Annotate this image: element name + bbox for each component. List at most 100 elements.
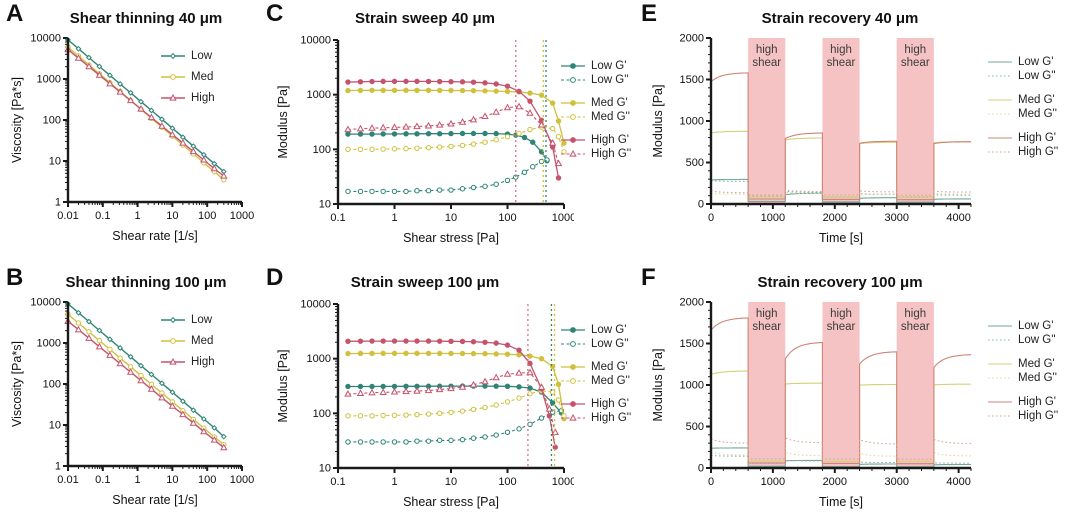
legend-group: High G' High G''	[987, 132, 1058, 158]
y-tick-label: 1	[55, 197, 61, 209]
legend-item-high-gpp: High G''	[560, 412, 631, 424]
x-tick-label: 1	[135, 210, 141, 222]
panel-f: F Strain recovery 100 μm high shear high sh…	[635, 264, 1080, 529]
legend-swatch-low-gp	[988, 325, 1012, 327]
markers-med-gpp	[345, 388, 567, 419]
x-tick-label: 0	[708, 212, 714, 224]
chart-strain-sweep-40um: 0.1 1 10 100 1000 10 100 1000 10000 Shear stress …	[276, 35, 574, 246]
legend-swatch-high-gp	[561, 401, 585, 407]
series-low-gp	[711, 447, 971, 468]
legend-panel-f: Low G' Low G'' Med G' Med G'' High G' High G'…	[987, 320, 1058, 422]
legend-swatch-low	[161, 316, 185, 324]
legend-swatch-med-gpp	[561, 378, 585, 384]
legend-item-med-gpp: Med G''	[987, 108, 1058, 120]
legend-panel-c: Low G' Low G'' Med G' Med G'' High G' High G'…	[560, 60, 631, 160]
y-tick-label: 10000	[300, 35, 331, 47]
legend-item-low-gp: Low G'	[560, 60, 631, 72]
high-shear-band	[822, 38, 860, 204]
high-shear-label: shear	[752, 57, 781, 69]
x-axis-label: Shear stress [Pa]	[403, 495, 499, 509]
series-high-gp	[347, 340, 556, 448]
series-high-gpp	[347, 106, 560, 164]
high-shear-band	[896, 38, 934, 204]
legend-item-high: High	[160, 356, 215, 368]
legend-label: Low G'	[591, 60, 627, 72]
markers-med-gp	[345, 350, 567, 422]
legend-panel-a: Low Med High	[160, 50, 215, 104]
y-tick-label: 500	[686, 421, 704, 433]
x-tick-label: 0.1	[95, 474, 110, 486]
x-tick-label: 4000	[946, 476, 970, 488]
markers-low-gpp	[345, 157, 550, 195]
high-shear-label: high	[830, 44, 852, 56]
panel-a: A Shear thinning 40 μm 0.01 0.1 1 10 100 1000…	[0, 0, 260, 264]
high-shear-band	[748, 302, 786, 468]
x-tick-label: 3000	[884, 212, 908, 224]
y-tick-label: 1000	[37, 338, 61, 350]
x-tick-label: 0.1	[95, 210, 110, 222]
markers-med-gp	[345, 87, 567, 146]
high-shear-label: high	[830, 308, 852, 320]
x-tick-label: 4000	[946, 212, 970, 224]
legend-label: Med G'	[1018, 358, 1055, 370]
panel-a-title: Shear thinning 40 μm	[69, 10, 223, 27]
x-tick-label: 10	[166, 474, 178, 486]
legend-item-high-gpp: High G''	[987, 410, 1058, 422]
legend-group: Low G' Low G''	[560, 60, 631, 86]
series-low-gpp	[710, 454, 971, 465]
legend-label: Med	[191, 335, 214, 347]
legend-swatch-med	[161, 338, 185, 344]
high-shear-label: high	[756, 44, 778, 56]
legend-item-low-gpp: Low G''	[560, 74, 631, 86]
legend-item-med-gp: Med G'	[560, 97, 631, 109]
chart-shear-thinning-40um: 0.01 0.1 1 10 100 1000 1 10 100 1000 10000 Shear ra…	[10, 33, 254, 244]
markers-med-gpp	[345, 124, 567, 155]
legend-swatch-high-gp	[988, 137, 1012, 139]
series-med-gp	[710, 370, 971, 463]
legend-swatch-low	[161, 52, 185, 60]
x-tick-label: 0.1	[330, 476, 345, 488]
panel-c: C Strain sweep 40 μm 0.1 1 10 100 1000 10 100 1…	[260, 0, 635, 264]
legend-group: Low	[160, 50, 215, 62]
legend-swatch-low-gp	[561, 327, 585, 333]
x-tick-label: 1000	[761, 476, 785, 488]
legend-item-low-gp: Low G'	[560, 324, 631, 336]
y-tick-label: 100	[313, 144, 331, 156]
series-high-gpp	[347, 372, 556, 433]
x-axis-label: Shear stress [Pa]	[403, 231, 499, 245]
markers-high-gp	[345, 78, 562, 181]
chart-shear-thinning-100um: 0.01 0.1 1 10 100 1000 1 10 100 1000 10000 Shear ra…	[10, 297, 254, 508]
high-shear-band	[896, 302, 934, 468]
y-tick-label: 10000	[30, 33, 61, 45]
legend-item-high-gp: High G'	[560, 134, 631, 146]
y-tick-label: 10	[49, 420, 61, 432]
legend-panel-e: Low G' Low G'' Med G' Med G'' High G' High G'…	[987, 56, 1058, 158]
legend-item-low-gpp: Low G''	[987, 334, 1058, 346]
series-med-gpp	[347, 390, 565, 417]
legend-label: High G'	[591, 398, 629, 410]
x-tick-label: 1000	[552, 212, 574, 224]
y-tick-label: 1000	[307, 89, 331, 101]
legend-group: High G' High G''	[560, 134, 631, 160]
high-shear-label: shear	[901, 321, 930, 333]
x-tick-label: 10	[166, 210, 178, 222]
legend-item-high-gp: High G'	[987, 396, 1058, 408]
series-high-gp	[347, 80, 560, 179]
series-low-gp	[711, 178, 971, 203]
panel-b-title: Shear thinning 100 μm	[65, 274, 227, 291]
y-tick-label: 1000	[37, 74, 61, 86]
legend-label: Med G''	[591, 111, 630, 123]
legend-swatch-low-gp	[561, 63, 585, 69]
series-high-gp	[710, 72, 971, 201]
legend-label: High G'	[591, 134, 629, 146]
legend-swatch-high-gpp	[561, 149, 585, 157]
y-axis-label: Modulus [Pa]	[651, 349, 665, 422]
series-high-gp	[710, 317, 972, 465]
x-tick-label: 10	[445, 476, 457, 488]
x-tick-label: 2000	[823, 476, 847, 488]
x-tick-label: 2000	[823, 212, 847, 224]
legend-label: High G'	[1018, 396, 1056, 408]
y-tick-label: 10000	[300, 299, 331, 311]
series-low	[67, 39, 225, 173]
